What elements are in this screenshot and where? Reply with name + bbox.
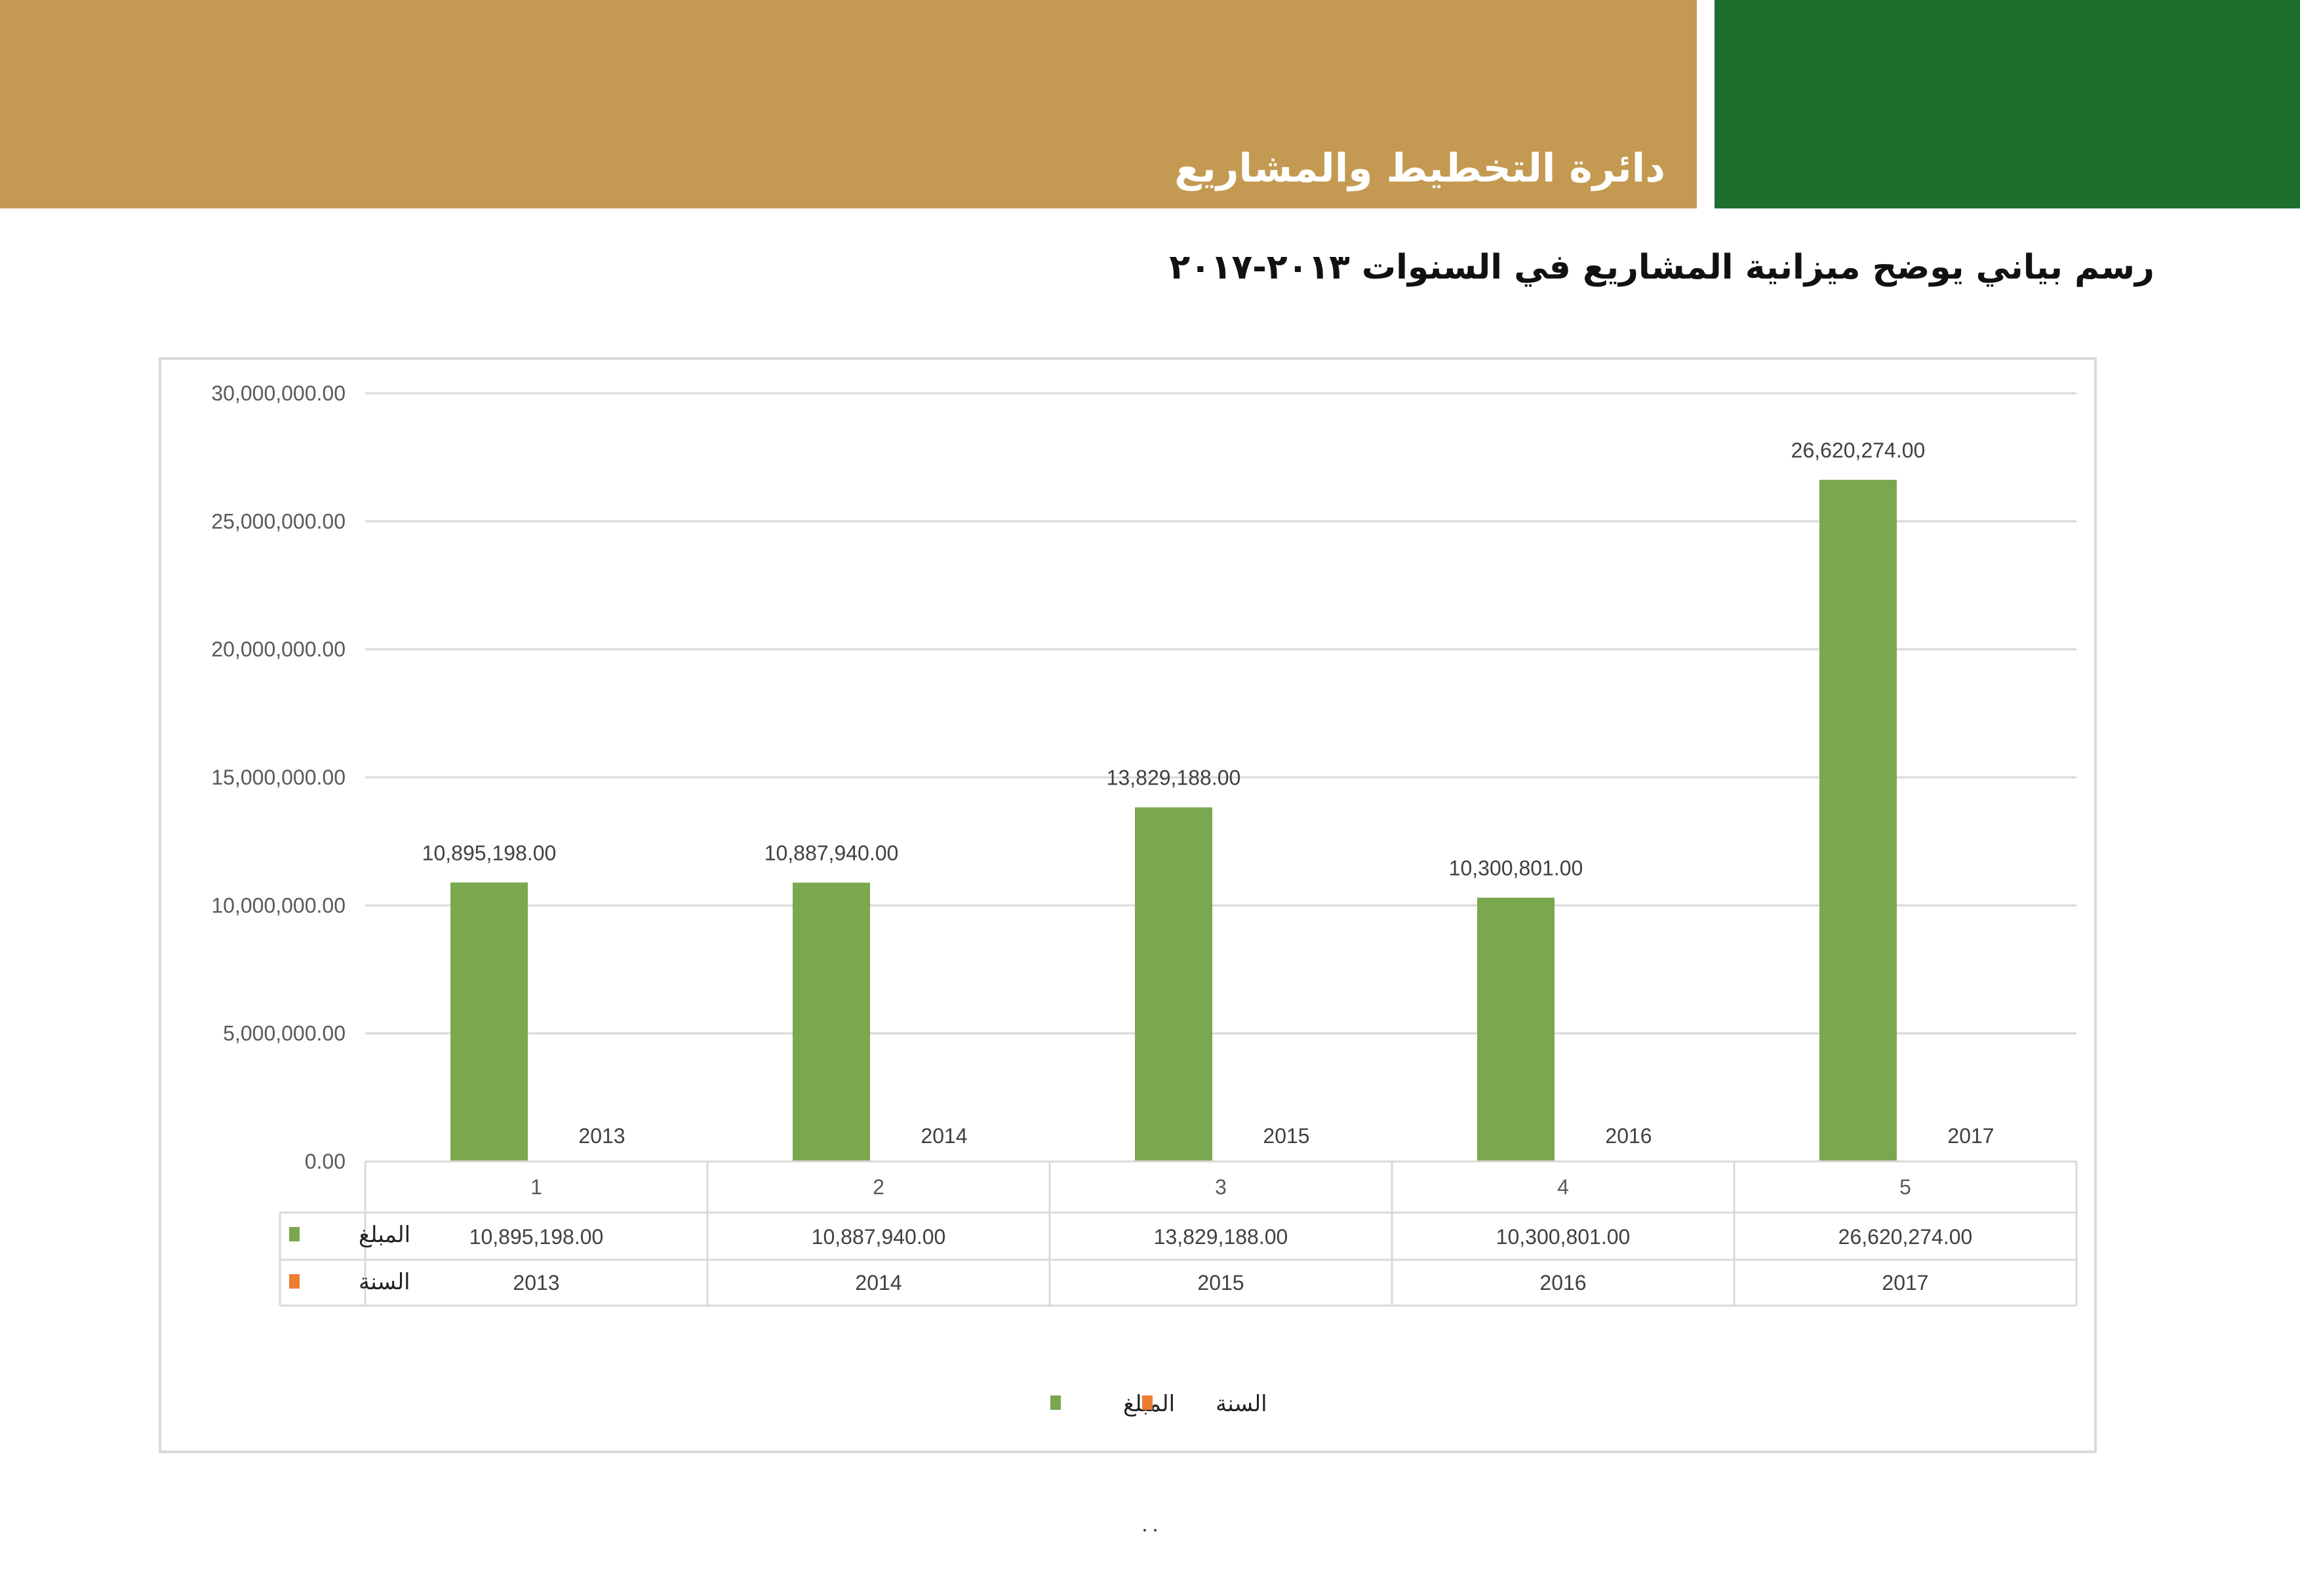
table-legend-key [289,1227,300,1241]
table-cell-year: 2017 [1882,1271,1928,1294]
chart-heading: رسم بياني يوضح ميزانية المشاريع في السنو… [1169,248,2154,287]
bar-amount [1135,807,1212,1161]
data-label-year: 2015 [1263,1124,1309,1148]
page-number: ٠٠ [1139,1518,1161,1541]
category-label: 5 [1899,1175,1911,1199]
data-label-year: 2013 [578,1124,625,1148]
table-cell-amount: 13,829,188.00 [1154,1225,1288,1249]
bar-amount [793,882,870,1161]
chart-frame: 0.00 5,000,000.00 10,000,000.00 15,000,000.… [159,357,2097,1453]
data-label-amount: 10,895,198.00 [422,841,557,865]
table-cell-year: 2016 [1539,1271,1586,1294]
bar-amount [1477,897,1555,1161]
category-label: 1 [530,1175,542,1199]
table-cell-year: 2014 [855,1271,902,1294]
table-cell-amount: 10,887,940.00 [812,1225,946,1249]
table-row-header: السنة [359,1269,410,1295]
table-legend-key [289,1274,300,1289]
y-tick-label: 15,000,000.00 [211,766,346,789]
data-label-year: 2017 [1947,1124,1994,1148]
y-tick-label: 30,000,000.00 [211,381,346,405]
y-tick-label: 25,000,000.00 [211,509,346,533]
data-label-amount: 13,829,188.00 [1107,766,1241,790]
header-banner-gold [0,0,1697,208]
table-cell-year: 2015 [1197,1271,1244,1294]
header-banner-green [1715,0,2300,208]
legend-key-year [1142,1395,1153,1410]
bar-amount [1819,480,1897,1161]
y-tick-label: 20,000,000.00 [211,638,346,661]
category-label: 3 [1215,1175,1227,1199]
data-label-year: 2016 [1605,1124,1652,1148]
y-tick-label: 5,000,000.00 [223,1022,346,1045]
table-cell-amount: 10,300,801.00 [1496,1225,1631,1249]
data-label-amount: 26,620,274.00 [1791,438,1926,462]
category-label: 2 [873,1175,884,1199]
data-label-year: 2014 [921,1124,967,1148]
data-label-amount: 10,887,940.00 [764,842,899,865]
table-row-header: المبلغ [359,1222,410,1248]
table-cell-amount: 26,620,274.00 [1838,1225,1973,1249]
table-cell-year: 2013 [513,1271,559,1294]
legend-key-amount [1050,1395,1061,1410]
legend-label-year: السنة [1216,1391,1267,1417]
category-label: 4 [1557,1175,1569,1199]
data-label-amount: 10,300,801.00 [1449,857,1583,880]
y-tick-label: 0.00 [305,1150,346,1173]
bar-amount [450,882,528,1161]
department-title: دائرة التخطيط والمشاريع [1174,146,1665,191]
table-cell-amount: 10,895,198.00 [469,1225,604,1249]
y-tick-label: 10,000,000.00 [211,893,346,917]
bar-chart: 0.00 5,000,000.00 10,000,000.00 15,000,000.… [211,381,2078,1417]
